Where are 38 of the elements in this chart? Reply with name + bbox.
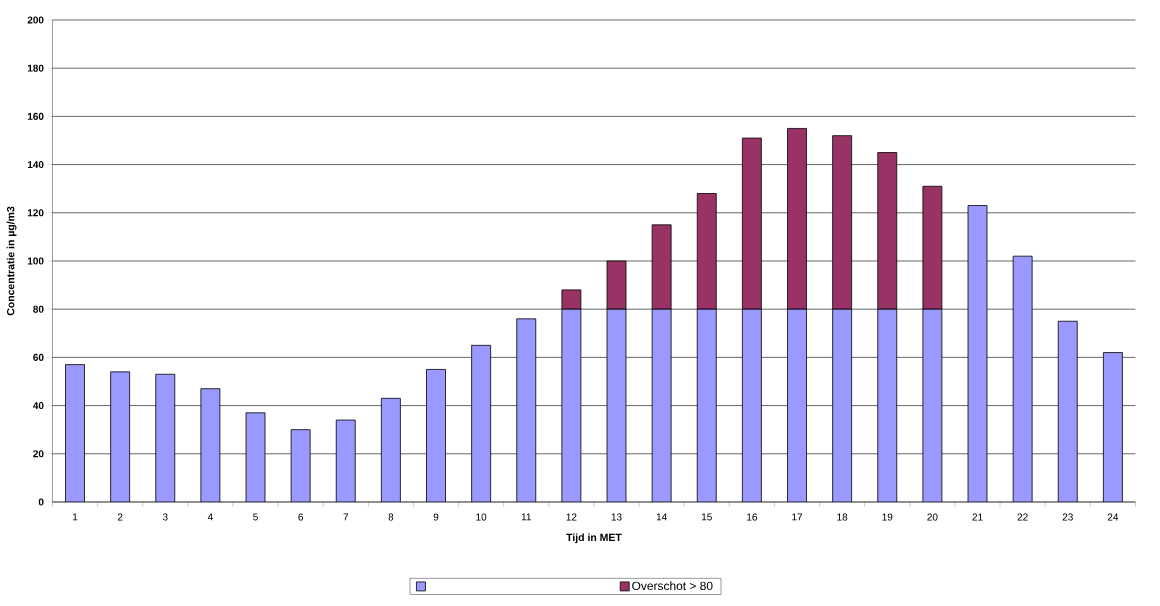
- x-tick-label: 24: [1107, 513, 1119, 521]
- x-tick-label: 8: [388, 513, 394, 521]
- legend-label: Overschot > 80: [632, 581, 713, 591]
- y-tick-label: 80: [33, 305, 44, 313]
- x-tick-label: 7: [343, 513, 349, 521]
- x-tick-label: 16: [747, 513, 757, 521]
- y-axis-title: Concentratie in µg/m3: [6, 206, 17, 316]
- x-tick-label: 18: [837, 513, 848, 521]
- x-tick-label: 20: [927, 513, 938, 521]
- y-tick-label: 200: [27, 16, 44, 24]
- x-tick-label: 14: [656, 513, 667, 521]
- x-tick-label: 15: [701, 513, 712, 521]
- x-tick-label: 9: [433, 513, 439, 521]
- x-tick-label: 3: [162, 513, 168, 521]
- y-tick-label: 100: [27, 257, 44, 265]
- x-tick-label: 22: [1017, 513, 1028, 521]
- x-tick-label: 5: [253, 513, 258, 521]
- x-tick-label: 23: [1062, 513, 1073, 521]
- x-tick-label: 13: [611, 513, 622, 521]
- x-tick-label: 1: [73, 513, 78, 521]
- y-tick-label: 40: [33, 402, 44, 410]
- x-tick-label: 10: [476, 513, 487, 521]
- y-tick-label: 20: [33, 450, 44, 458]
- x-axis-title: Tijd in MET: [566, 533, 622, 544]
- x-tick-label: 4: [207, 513, 213, 521]
- y-tick-label: 160: [27, 112, 44, 120]
- x-tick-label: 6: [298, 513, 303, 521]
- y-tick-label: 0: [38, 498, 44, 506]
- y-tick-label: 180: [27, 64, 44, 72]
- x-tick-label: 17: [792, 513, 803, 521]
- x-tick-label: 11: [521, 513, 531, 521]
- x-tick-label: 12: [566, 513, 577, 521]
- y-tick-label: 120: [27, 209, 44, 217]
- y-tick-label: 140: [27, 161, 44, 169]
- x-tick-label: 2: [117, 513, 123, 521]
- x-tick-label: 21: [972, 513, 983, 521]
- x-tick-label: 19: [882, 513, 893, 521]
- y-tick-label: 60: [33, 353, 44, 361]
